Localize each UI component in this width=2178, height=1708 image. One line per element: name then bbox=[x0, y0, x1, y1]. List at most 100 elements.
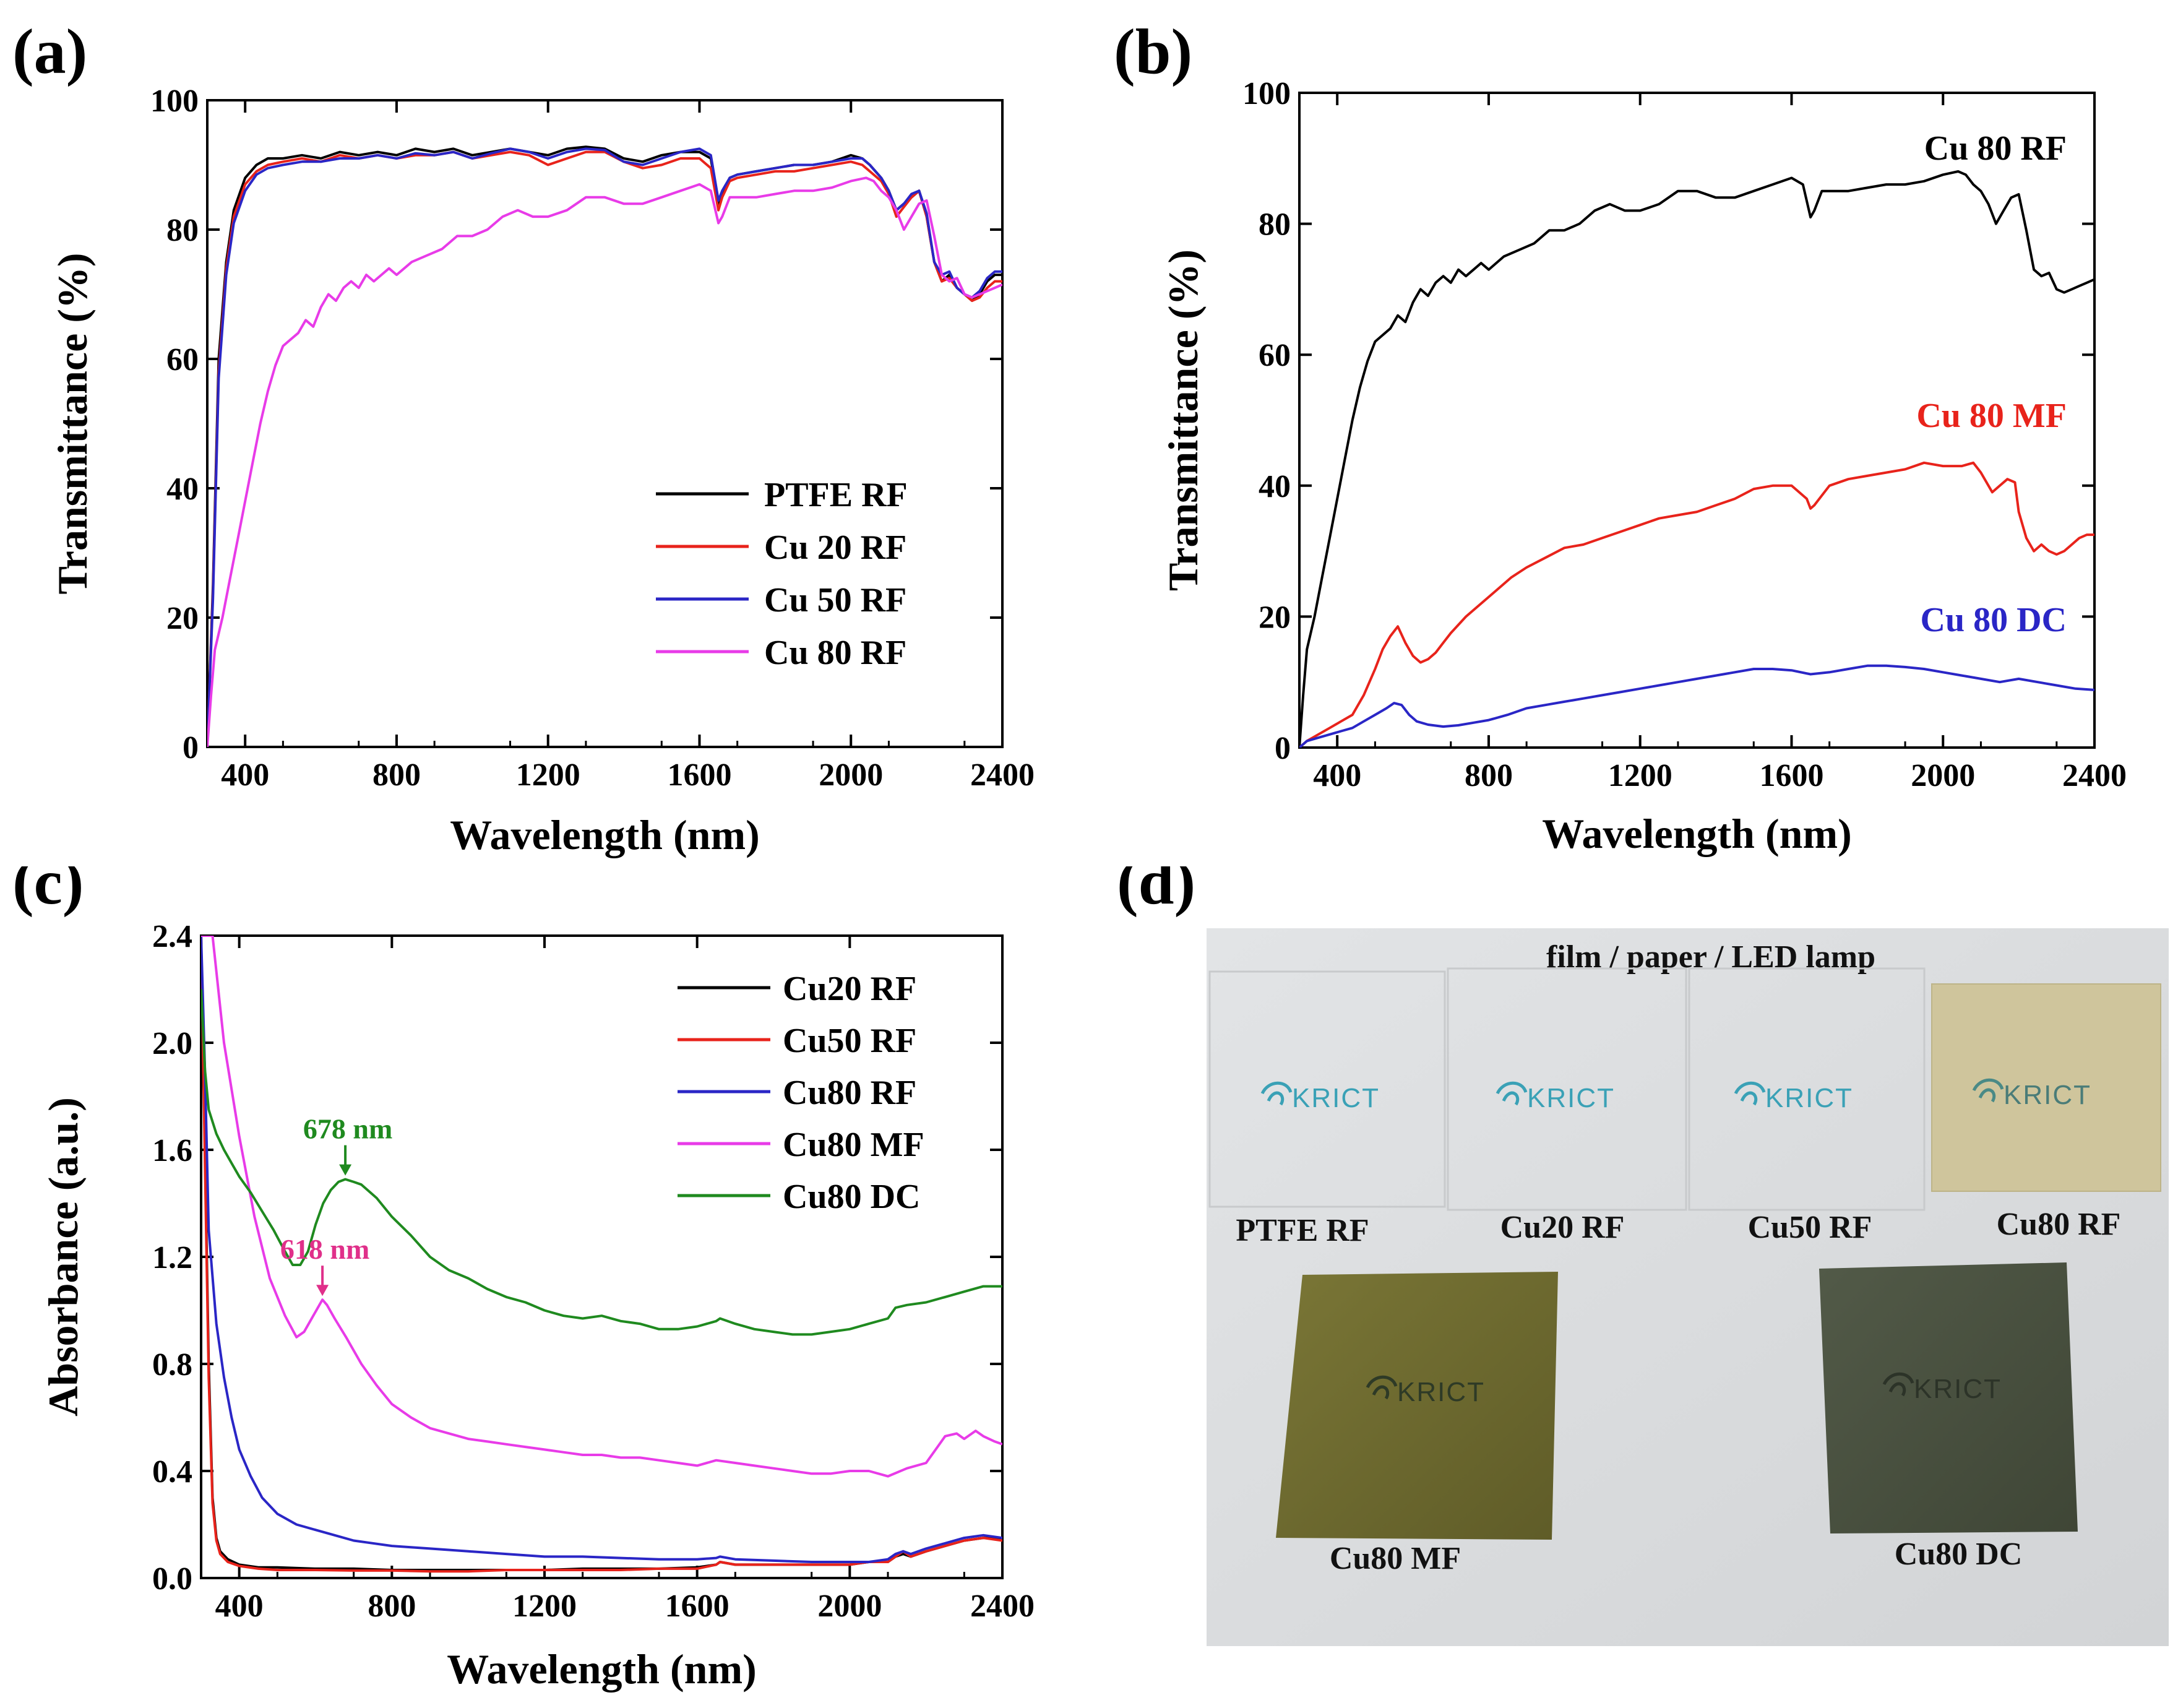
legend-label: Cu 50 RF bbox=[764, 581, 906, 619]
y-tick-label: 1.6 bbox=[152, 1133, 192, 1168]
x-tick-label: 2000 bbox=[1911, 758, 1975, 793]
krict-logo-1: KRICT bbox=[1260, 1081, 1380, 1113]
series-line-cu-80-mf bbox=[1299, 461, 2094, 748]
y-tick-label: 0 bbox=[1275, 731, 1291, 766]
panel-b: (b) 400 800 1200 1600 2000 2400 0 20 40 60 80 100 Wa… bbox=[1114, 16, 2127, 857]
series-line-cu-80-rf bbox=[207, 176, 1002, 747]
chart-c: 400 800 1200 1600 2000 2400 0.0 0.4 0.8 1.2 1.6 2.0… bbox=[40, 919, 1035, 1693]
panel-letter-b: (b) bbox=[1114, 16, 1192, 87]
film-ptfe-rf bbox=[1208, 970, 1446, 1208]
y-tick-label: 80 bbox=[166, 213, 199, 248]
legend-label: Cu50 RF bbox=[783, 1022, 916, 1060]
peak-annotation: 678 nm bbox=[303, 1113, 392, 1145]
y-tick-label: 20 bbox=[166, 601, 199, 636]
y-tick-label: 1.2 bbox=[152, 1240, 192, 1275]
label-cu80-rf: Cu80 RF bbox=[1997, 1207, 2121, 1242]
x-tick-label: 400 bbox=[221, 757, 269, 793]
y-tick-label: 2.4 bbox=[152, 919, 192, 954]
x-tick-label: 800 bbox=[1465, 758, 1513, 793]
x-axis-title: Wavelength (nm) bbox=[447, 1645, 757, 1693]
film-cu20-rf bbox=[1447, 967, 1687, 1211]
plot-frame bbox=[206, 99, 1004, 748]
peak-annotation: 618 nm bbox=[280, 1233, 369, 1265]
legend-label: Cu80 DC bbox=[783, 1178, 920, 1216]
svg-text:KRICT: KRICT bbox=[1397, 1377, 1485, 1407]
legend-label: Cu80 RF bbox=[783, 1074, 916, 1112]
legend-label: Cu80 MF bbox=[783, 1126, 924, 1164]
series-line-cu-50-rf bbox=[207, 147, 1002, 747]
x-tick-label: 2000 bbox=[817, 1589, 882, 1624]
x-axis-title: Wavelength (nm) bbox=[450, 811, 760, 858]
svg-text:KRICT: KRICT bbox=[1765, 1083, 1853, 1113]
x-tick-label: 1200 bbox=[516, 757, 580, 793]
y-tick-label: 100 bbox=[150, 84, 199, 119]
label-cu20-rf: Cu20 RF bbox=[1500, 1210, 1625, 1245]
legend-label: Cu 20 RF bbox=[764, 528, 906, 567]
plot-frame bbox=[1298, 92, 2096, 749]
y-tick-label: 2.0 bbox=[152, 1026, 192, 1061]
x-axis-title: Wavelength (nm) bbox=[1542, 810, 1852, 857]
x-tick-label: 1600 bbox=[665, 1589, 730, 1624]
x-tick-label: 2400 bbox=[970, 1589, 1035, 1624]
legend-label: PTFE RF bbox=[764, 476, 908, 514]
annotation-arrowhead bbox=[316, 1285, 329, 1296]
krict-logo-3: KRICT bbox=[1734, 1081, 1853, 1113]
krict-logo-6: KRICT bbox=[1882, 1372, 2002, 1404]
x-tick-label: 1200 bbox=[512, 1589, 577, 1624]
y-tick-label: 20 bbox=[1259, 600, 1291, 635]
legend-label: Cu20 RF bbox=[783, 970, 916, 1008]
legend-label: Cu 80 RF bbox=[764, 634, 906, 672]
x-tick-label: 2400 bbox=[2062, 758, 2127, 793]
film-cu80-rf bbox=[1931, 983, 2161, 1192]
film-cu50-rf bbox=[1688, 967, 1926, 1211]
panel-a: (a) 400 800 1200 1600 2000 2400 0 20 40 60 80 100 Wa… bbox=[12, 16, 1035, 858]
x-tick-label: 800 bbox=[368, 1589, 416, 1624]
series-line-cu80-mf bbox=[201, 936, 1002, 1478]
x-tick-label: 2400 bbox=[970, 757, 1035, 793]
label-ptfe-rf: PTFE RF bbox=[1236, 1213, 1369, 1248]
x-tick-label: 1600 bbox=[667, 757, 731, 793]
svg-text:KRICT: KRICT bbox=[1292, 1083, 1380, 1113]
series-line-cu-80-rf bbox=[1299, 170, 2094, 748]
label-cu80-dc: Cu80 DC bbox=[1895, 1537, 2023, 1572]
x-tick-label: 2000 bbox=[819, 757, 883, 793]
series-line-cu20-rf bbox=[201, 936, 1002, 1571]
chart-a: 400 800 1200 1600 2000 2400 0 20 40 60 80 100 Wavele… bbox=[49, 84, 1035, 858]
series-label: Cu 80 RF bbox=[1924, 129, 2067, 168]
y-tick-label: 40 bbox=[166, 472, 199, 507]
series-label: Cu 80 DC bbox=[1921, 601, 2067, 639]
series-label: Cu 80 MF bbox=[1916, 397, 2067, 435]
y-tick-label: 0 bbox=[183, 730, 199, 766]
y-axis-title: Transmittance (%) bbox=[1160, 249, 1207, 591]
label-cu80-mf: Cu80 MF bbox=[1330, 1541, 1461, 1576]
y-axis-title: Absorbance (a.u.) bbox=[40, 1097, 87, 1417]
y-tick-label: 60 bbox=[1259, 338, 1291, 373]
krict-logo-4: KRICT bbox=[1972, 1078, 2091, 1110]
x-tick-label: 400 bbox=[1313, 758, 1361, 793]
krict-logo-2: KRICT bbox=[1496, 1081, 1615, 1113]
annotation-arrowhead bbox=[339, 1164, 352, 1176]
panel-letter-a: (a) bbox=[12, 16, 87, 87]
y-tick-label: 40 bbox=[1259, 469, 1291, 504]
x-tick-label: 1600 bbox=[1759, 758, 1823, 793]
chart-b: 400 800 1200 1600 2000 2400 0 20 40 60 80 100 Wavele… bbox=[1160, 76, 2127, 857]
y-tick-label: 0.0 bbox=[152, 1561, 192, 1597]
y-tick-label: 0.4 bbox=[152, 1454, 192, 1490]
x-tick-label: 400 bbox=[215, 1589, 264, 1624]
y-axis-title: Transmittance (%) bbox=[49, 252, 96, 594]
svg-text:KRICT: KRICT bbox=[1914, 1374, 2002, 1404]
label-cu50-rf: Cu50 RF bbox=[1748, 1210, 1872, 1245]
panel-d: (d) film / paper / LED lamp KRICT KRICT … bbox=[1117, 866, 2169, 1646]
krict-logo-5: KRICT bbox=[1366, 1375, 1485, 1407]
film-cu80-mf bbox=[1276, 1272, 1558, 1540]
svg-text:KRICT: KRICT bbox=[1527, 1083, 1615, 1113]
x-tick-label: 800 bbox=[372, 757, 421, 793]
series-line-cu-80-dc bbox=[1299, 664, 2094, 748]
svg-text:KRICT: KRICT bbox=[2004, 1080, 2091, 1110]
series-line-cu80-rf bbox=[201, 936, 1002, 1563]
panel-letter-c: (c) bbox=[12, 866, 84, 918]
x-tick-label: 1200 bbox=[1608, 758, 1672, 793]
y-tick-label: 60 bbox=[166, 342, 199, 377]
series-line-cu80-dc bbox=[201, 989, 1002, 1336]
panel-c: (c) 400 800 1200 1600 2000 2400 0.0 0.4 0.8 1.2 1.… bbox=[12, 866, 1035, 1693]
